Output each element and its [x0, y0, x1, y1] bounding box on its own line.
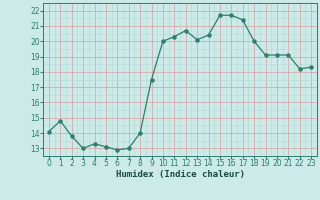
X-axis label: Humidex (Indice chaleur): Humidex (Indice chaleur): [116, 170, 244, 179]
